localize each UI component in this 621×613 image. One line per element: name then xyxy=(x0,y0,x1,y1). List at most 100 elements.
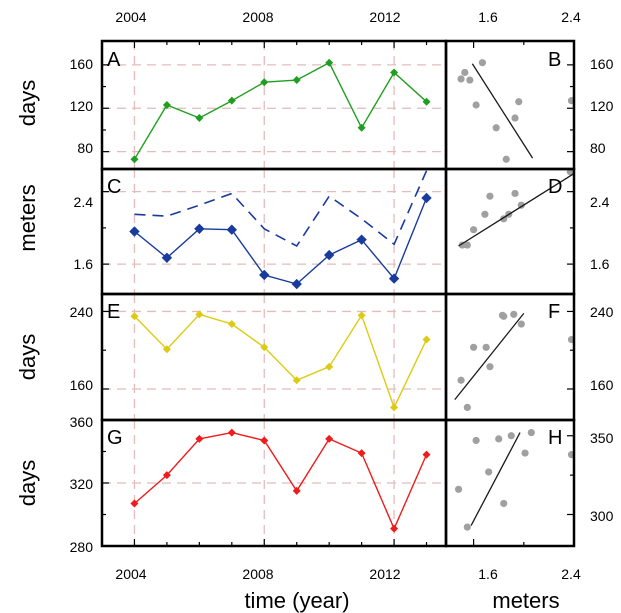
scatter-point xyxy=(463,523,471,531)
panel-letter-a: A xyxy=(107,49,121,71)
data-point xyxy=(260,436,269,445)
data-point xyxy=(422,97,431,106)
bottom-time-tick-label: 2004 xyxy=(115,566,146,582)
data-point xyxy=(422,450,431,459)
data-point xyxy=(129,226,140,237)
scatter-point xyxy=(458,241,466,249)
data-point xyxy=(291,278,302,290)
regression-line xyxy=(471,63,534,159)
scatter-point xyxy=(463,241,471,249)
panel-h-y-tick-label: 300 xyxy=(590,508,614,524)
data-point xyxy=(357,123,366,132)
data-point xyxy=(388,273,400,284)
meter-axis-title: meters xyxy=(492,588,559,613)
panel-f-y-tick-label: 160 xyxy=(590,377,614,393)
series-line xyxy=(133,61,427,160)
scatter-point xyxy=(517,320,525,328)
data-point xyxy=(292,376,301,385)
scatter-point xyxy=(486,363,494,371)
data-point xyxy=(325,58,334,67)
panel-g-y-axis-title: days xyxy=(15,460,40,506)
series-line-dashed xyxy=(134,170,428,248)
scatter-point xyxy=(472,101,480,109)
scatter-point xyxy=(515,98,523,106)
panel-f-y-tick-label: 240 xyxy=(590,304,614,320)
top-time-tick-label: 2012 xyxy=(369,9,400,25)
bottom-time-tick-label: 2012 xyxy=(369,566,400,582)
panel-d-y-tick-label: 1.6 xyxy=(590,256,610,272)
data-point xyxy=(357,311,366,320)
data-point xyxy=(195,114,204,123)
data-point xyxy=(259,269,270,281)
scatter-point xyxy=(481,210,489,218)
data-point xyxy=(162,345,171,354)
data-point xyxy=(356,234,367,245)
scatter-point xyxy=(500,499,508,508)
panel-b-y-tick-label: 80 xyxy=(590,140,606,156)
data-point xyxy=(227,320,236,329)
panel-letter-e: E xyxy=(107,301,120,323)
regression-line xyxy=(458,172,575,247)
series-line xyxy=(134,313,428,410)
data-point xyxy=(325,362,334,371)
data-point xyxy=(325,434,334,443)
panel-a-y-axis-title: days xyxy=(15,80,40,126)
data-point xyxy=(390,524,399,533)
panel-b-y-tick-label: 120 xyxy=(590,98,614,114)
scatter-point xyxy=(485,468,493,476)
scatter-point xyxy=(510,310,518,318)
data-point xyxy=(161,252,173,263)
panel-h-y-tick-label: 350 xyxy=(590,430,614,446)
regression-line xyxy=(470,432,521,526)
series-line xyxy=(134,431,428,531)
scatter-point xyxy=(500,312,508,320)
panel-b-y-tick-label: 160 xyxy=(590,56,614,72)
scatter-point xyxy=(478,59,486,67)
panel-letter-f: F xyxy=(548,301,560,323)
scatter-point xyxy=(470,226,478,234)
scatter-point xyxy=(527,429,535,437)
panel-e-y-tick-label: 160 xyxy=(70,377,94,393)
scatter-point xyxy=(502,155,510,163)
data-point xyxy=(130,312,139,321)
panel-letter-d: D xyxy=(548,176,562,198)
panel-letter-b: B xyxy=(548,49,561,71)
bottom-meter-tick-label: 2.4 xyxy=(561,566,581,582)
data-point xyxy=(357,449,366,458)
panel-d-y-tick-label: 2.4 xyxy=(590,194,610,210)
scatter-point xyxy=(472,436,480,445)
panel-e-y-axis-title: days xyxy=(15,334,40,380)
data-point xyxy=(195,434,204,443)
panel-frame-right xyxy=(444,418,576,548)
scatter-point xyxy=(457,75,465,83)
data-point xyxy=(292,486,301,495)
panel-c-y-axis-title: meters xyxy=(15,184,40,251)
panel-c-y-tick-label: 2.4 xyxy=(74,194,94,210)
scatter-point xyxy=(454,485,463,493)
data-point xyxy=(323,249,335,261)
scatter-point xyxy=(461,68,469,77)
data-point xyxy=(162,101,171,109)
scatter-point xyxy=(521,449,529,457)
scatter-point xyxy=(457,376,465,384)
data-point xyxy=(194,223,205,234)
panel-letter-h: H xyxy=(548,427,562,449)
scatter-point xyxy=(511,114,519,122)
data-point xyxy=(260,343,269,352)
scatter-point xyxy=(492,124,500,132)
data-point xyxy=(292,76,301,85)
scatter-point xyxy=(466,76,474,84)
scatter-point xyxy=(470,343,478,351)
bottom-time-tick-label: 2008 xyxy=(242,566,273,582)
data-point xyxy=(226,224,238,235)
data-point xyxy=(195,310,204,319)
scatter-point xyxy=(482,343,490,351)
data-point xyxy=(130,499,139,508)
time-axis-title: time (year) xyxy=(244,588,349,613)
data-point xyxy=(130,155,139,164)
panel-c-y-tick-label: 1.6 xyxy=(74,256,94,272)
panel-a-y-tick-label: 120 xyxy=(70,98,94,114)
top-meter-tick-label: 2.4 xyxy=(561,9,581,25)
scatter-point xyxy=(463,403,471,411)
